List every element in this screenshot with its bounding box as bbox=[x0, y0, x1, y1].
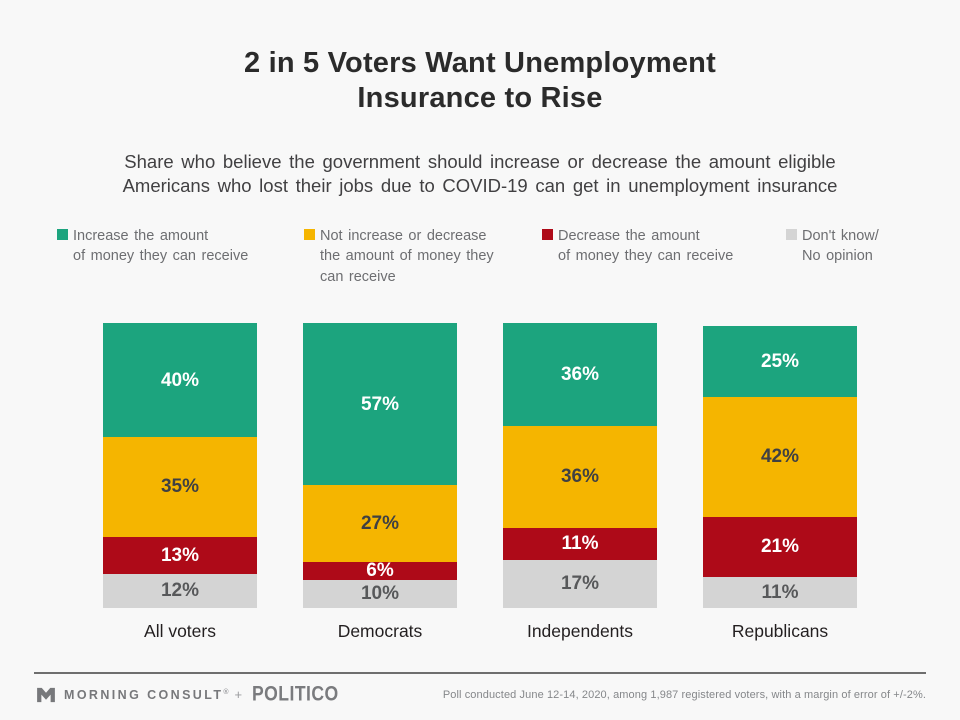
poll-methodology-note: Poll conducted June 12-14, 2020, among 1… bbox=[442, 688, 926, 701]
bar-segment: 6% bbox=[303, 560, 457, 582]
bar-column-republicans: 25% 42% 21% 11% bbox=[703, 323, 857, 608]
legend-item-increase: Increase the amount of money they can re… bbox=[57, 226, 262, 267]
bar-segment: 36% bbox=[503, 323, 657, 426]
bar-segment: 21% bbox=[703, 516, 857, 577]
category-axis: All voters Democrats Independents Republ… bbox=[0, 621, 960, 642]
legend-swatch-green bbox=[57, 229, 68, 240]
footer-divider bbox=[34, 672, 926, 674]
bar-segment: 10% bbox=[303, 579, 457, 608]
bar-column-independents: 36% 36% 11% 17% bbox=[503, 323, 657, 608]
bar-column-democrats: 57% 27% 6% 10% bbox=[303, 323, 457, 608]
category-label-independents: Independents bbox=[526, 621, 634, 641]
footer: MORNING CONSULT® + POLITICO Poll conduct… bbox=[36, 682, 926, 706]
plot-area: 40% 35% 13% 12% 57% 27% 6% 10% 36% 36% 11% 17% 25… bbox=[0, 323, 960, 608]
legend: Increase the amount of money they can re… bbox=[0, 226, 960, 296]
segment-value-label: 25% bbox=[760, 351, 800, 372]
legend-label: Not increase or decrease the amount of m… bbox=[320, 228, 494, 285]
segment-value-label: 11% bbox=[561, 533, 599, 555]
segment-value-label: 12% bbox=[160, 580, 200, 602]
brand-logos: MORNING CONSULT® + POLITICO bbox=[36, 682, 351, 706]
legend-item-decrease: Decrease the amount of money they can re… bbox=[542, 226, 757, 267]
segment-value-label: 36% bbox=[560, 466, 600, 488]
bar-column-all-voters: 40% 35% 13% 12% bbox=[103, 323, 257, 608]
category-label-republicans: Republicans bbox=[731, 621, 829, 641]
morning-consult-wordmark: MORNING CONSULT® bbox=[64, 687, 229, 702]
category-label-all-voters: All voters bbox=[144, 621, 216, 641]
bar-segment: 42% bbox=[703, 397, 857, 517]
bar-segment: 27% bbox=[303, 485, 457, 563]
bar-segment: 12% bbox=[103, 573, 257, 608]
chart-subtitle: Share who believe the government should … bbox=[122, 151, 838, 196]
segment-value-label: 6% bbox=[366, 560, 394, 582]
segment-value-label: 17% bbox=[560, 573, 600, 595]
legend-label: Decrease the amount of money they can re… bbox=[558, 228, 734, 265]
legend-swatch-yellow bbox=[304, 229, 315, 240]
bar-segment: 25% bbox=[703, 325, 857, 398]
segment-value-label: 11% bbox=[761, 581, 799, 603]
segment-value-label: 40% bbox=[160, 369, 200, 391]
legend-label: Don't know/ No opinion bbox=[802, 228, 879, 265]
legend-item-dont-know: Don't know/ No opinion bbox=[786, 226, 916, 267]
trademark-mark: ® bbox=[223, 688, 229, 696]
legend-swatch-red bbox=[542, 229, 553, 240]
legend-swatch-gray bbox=[786, 229, 797, 240]
segment-value-label: 35% bbox=[160, 476, 200, 498]
chart-title: 2 in 5 Voters Want Unemployment Insuranc… bbox=[244, 47, 716, 114]
segment-value-label: 42% bbox=[760, 446, 800, 468]
legend-item-not-change: Not increase or decrease the amount of m… bbox=[304, 226, 519, 287]
segment-value-label: 21% bbox=[760, 536, 800, 558]
segment-value-label: 36% bbox=[560, 363, 600, 385]
segment-value-label: 10% bbox=[360, 583, 400, 605]
segment-value-label: 57% bbox=[360, 393, 400, 415]
bar-segment: 11% bbox=[503, 528, 657, 560]
bar-segment: 17% bbox=[503, 559, 657, 608]
bar-segment: 13% bbox=[103, 536, 257, 574]
plus-separator: + bbox=[234, 687, 243, 702]
politico-wordmark: POLITICO bbox=[252, 682, 339, 706]
bar-segment: 11% bbox=[703, 576, 857, 608]
segment-value-label: 27% bbox=[360, 513, 400, 535]
bar-segment: 35% bbox=[103, 437, 257, 537]
segment-value-label: 13% bbox=[160, 544, 200, 566]
legend-label: Increase the amount of money they can re… bbox=[73, 228, 249, 265]
category-label-democrats: Democrats bbox=[337, 621, 423, 641]
morning-consult-m-icon bbox=[37, 687, 55, 702]
bar-segment: 36% bbox=[503, 425, 657, 529]
bar-segment: 40% bbox=[103, 323, 257, 438]
bar-segment: 57% bbox=[303, 323, 457, 486]
